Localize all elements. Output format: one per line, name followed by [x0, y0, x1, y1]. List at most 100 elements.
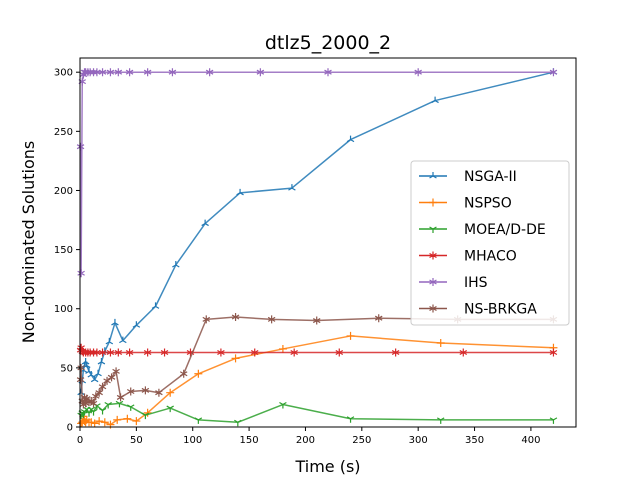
data-point — [160, 348, 169, 357]
data-point — [217, 348, 225, 357]
legend-item: NSGA-II — [419, 169, 517, 185]
legend-marker — [429, 226, 437, 233]
x-axis: 0 50 100 150 200 250 300 350 400 — [77, 427, 540, 446]
data-point — [114, 68, 123, 77]
data-point — [143, 408, 152, 417]
x-tick-label: 250 — [352, 435, 371, 446]
data-point — [278, 344, 287, 353]
data-point — [168, 68, 177, 77]
series-3 — [76, 343, 558, 357]
x-tick-label: 50 — [130, 435, 143, 446]
data-point — [267, 315, 276, 324]
data-point — [346, 135, 355, 143]
x-tick-label: 0 — [77, 435, 83, 446]
data-point — [87, 418, 96, 427]
data-point — [324, 68, 332, 77]
legend-item: MHACO — [419, 249, 517, 265]
data-point — [89, 399, 98, 408]
data-point — [81, 399, 90, 408]
data-point — [256, 68, 265, 77]
legend-label: MOEA/D-DE — [464, 222, 546, 238]
data-point — [125, 68, 134, 77]
data-point — [141, 412, 150, 420]
x-tick-label: 150 — [240, 435, 259, 446]
legend-item: NS-BRKGA — [419, 302, 537, 318]
data-point — [98, 68, 107, 77]
data-point — [93, 348, 101, 357]
data-point — [119, 336, 127, 344]
data-point — [335, 348, 344, 357]
data-point — [107, 373, 116, 382]
data-point — [103, 376, 111, 385]
legend-label: NSGA-II — [464, 169, 517, 185]
legend-marker — [429, 198, 437, 207]
data-point — [98, 382, 107, 391]
legend-marker — [429, 304, 437, 313]
data-point — [77, 363, 85, 372]
data-point — [126, 404, 135, 411]
data-point — [549, 417, 558, 424]
legend-label: IHS — [464, 275, 488, 291]
data-point — [231, 313, 240, 322]
data-point — [123, 414, 132, 423]
y-axis: 0 50 100 150 200 250 300 — [54, 68, 80, 434]
data-point — [114, 348, 123, 357]
data-point — [113, 415, 122, 424]
data-point — [116, 393, 125, 402]
plot-area — [76, 68, 558, 429]
data-point — [431, 96, 439, 104]
data-point — [94, 369, 102, 377]
y-tick-label: 0 — [67, 423, 73, 434]
data-point — [549, 68, 558, 77]
data-point — [115, 400, 124, 408]
data-point — [106, 348, 115, 357]
data-point — [172, 260, 180, 268]
legend-label: MHACO — [464, 249, 517, 265]
data-point — [100, 418, 109, 427]
x-tick-label: 350 — [465, 435, 484, 446]
data-point — [459, 348, 468, 357]
data-point — [93, 68, 101, 77]
data-point — [90, 419, 99, 428]
data-point — [250, 348, 259, 357]
data-point — [166, 405, 174, 413]
legend: NSGA-II NSPSO MOEA/D-DE MHACO IHS NS-BRKGA — [410, 160, 570, 326]
series-line — [79, 316, 554, 406]
data-point — [346, 416, 355, 423]
x-tick-label: 300 — [409, 435, 428, 446]
legend-item: NSPSO — [419, 196, 512, 212]
data-point — [141, 386, 150, 395]
data-point — [414, 68, 422, 77]
x-tick-label: 200 — [296, 435, 315, 446]
data-point — [112, 367, 120, 376]
plot-frame — [79, 57, 577, 428]
data-point — [90, 375, 99, 383]
data-point — [231, 354, 240, 363]
data-point — [194, 369, 203, 378]
x-axis-label: Time (s) — [294, 457, 360, 476]
x-tick-label: 100 — [183, 435, 202, 446]
data-point — [201, 219, 209, 227]
data-point — [98, 348, 107, 357]
y-tick-label: 150 — [54, 245, 73, 256]
data-point — [95, 417, 104, 426]
legend-label: NSPSO — [464, 196, 512, 212]
data-point — [346, 331, 355, 340]
y-tick-label: 100 — [54, 304, 73, 315]
series-line — [80, 402, 554, 424]
data-point — [312, 316, 321, 325]
y-tick-label: 300 — [54, 68, 73, 79]
legend-marker — [429, 172, 437, 179]
data-point — [105, 337, 114, 345]
series-5 — [76, 313, 558, 409]
legend-marker — [429, 251, 437, 260]
y-tick-label: 50 — [60, 363, 73, 374]
legend-marker — [429, 278, 437, 286]
data-point — [166, 388, 175, 397]
legend-item: MOEA/D-DE — [419, 222, 546, 238]
data-point — [549, 348, 558, 357]
data-point — [78, 77, 87, 86]
legend-item: IHS — [419, 275, 488, 291]
series-4 — [76, 68, 558, 278]
